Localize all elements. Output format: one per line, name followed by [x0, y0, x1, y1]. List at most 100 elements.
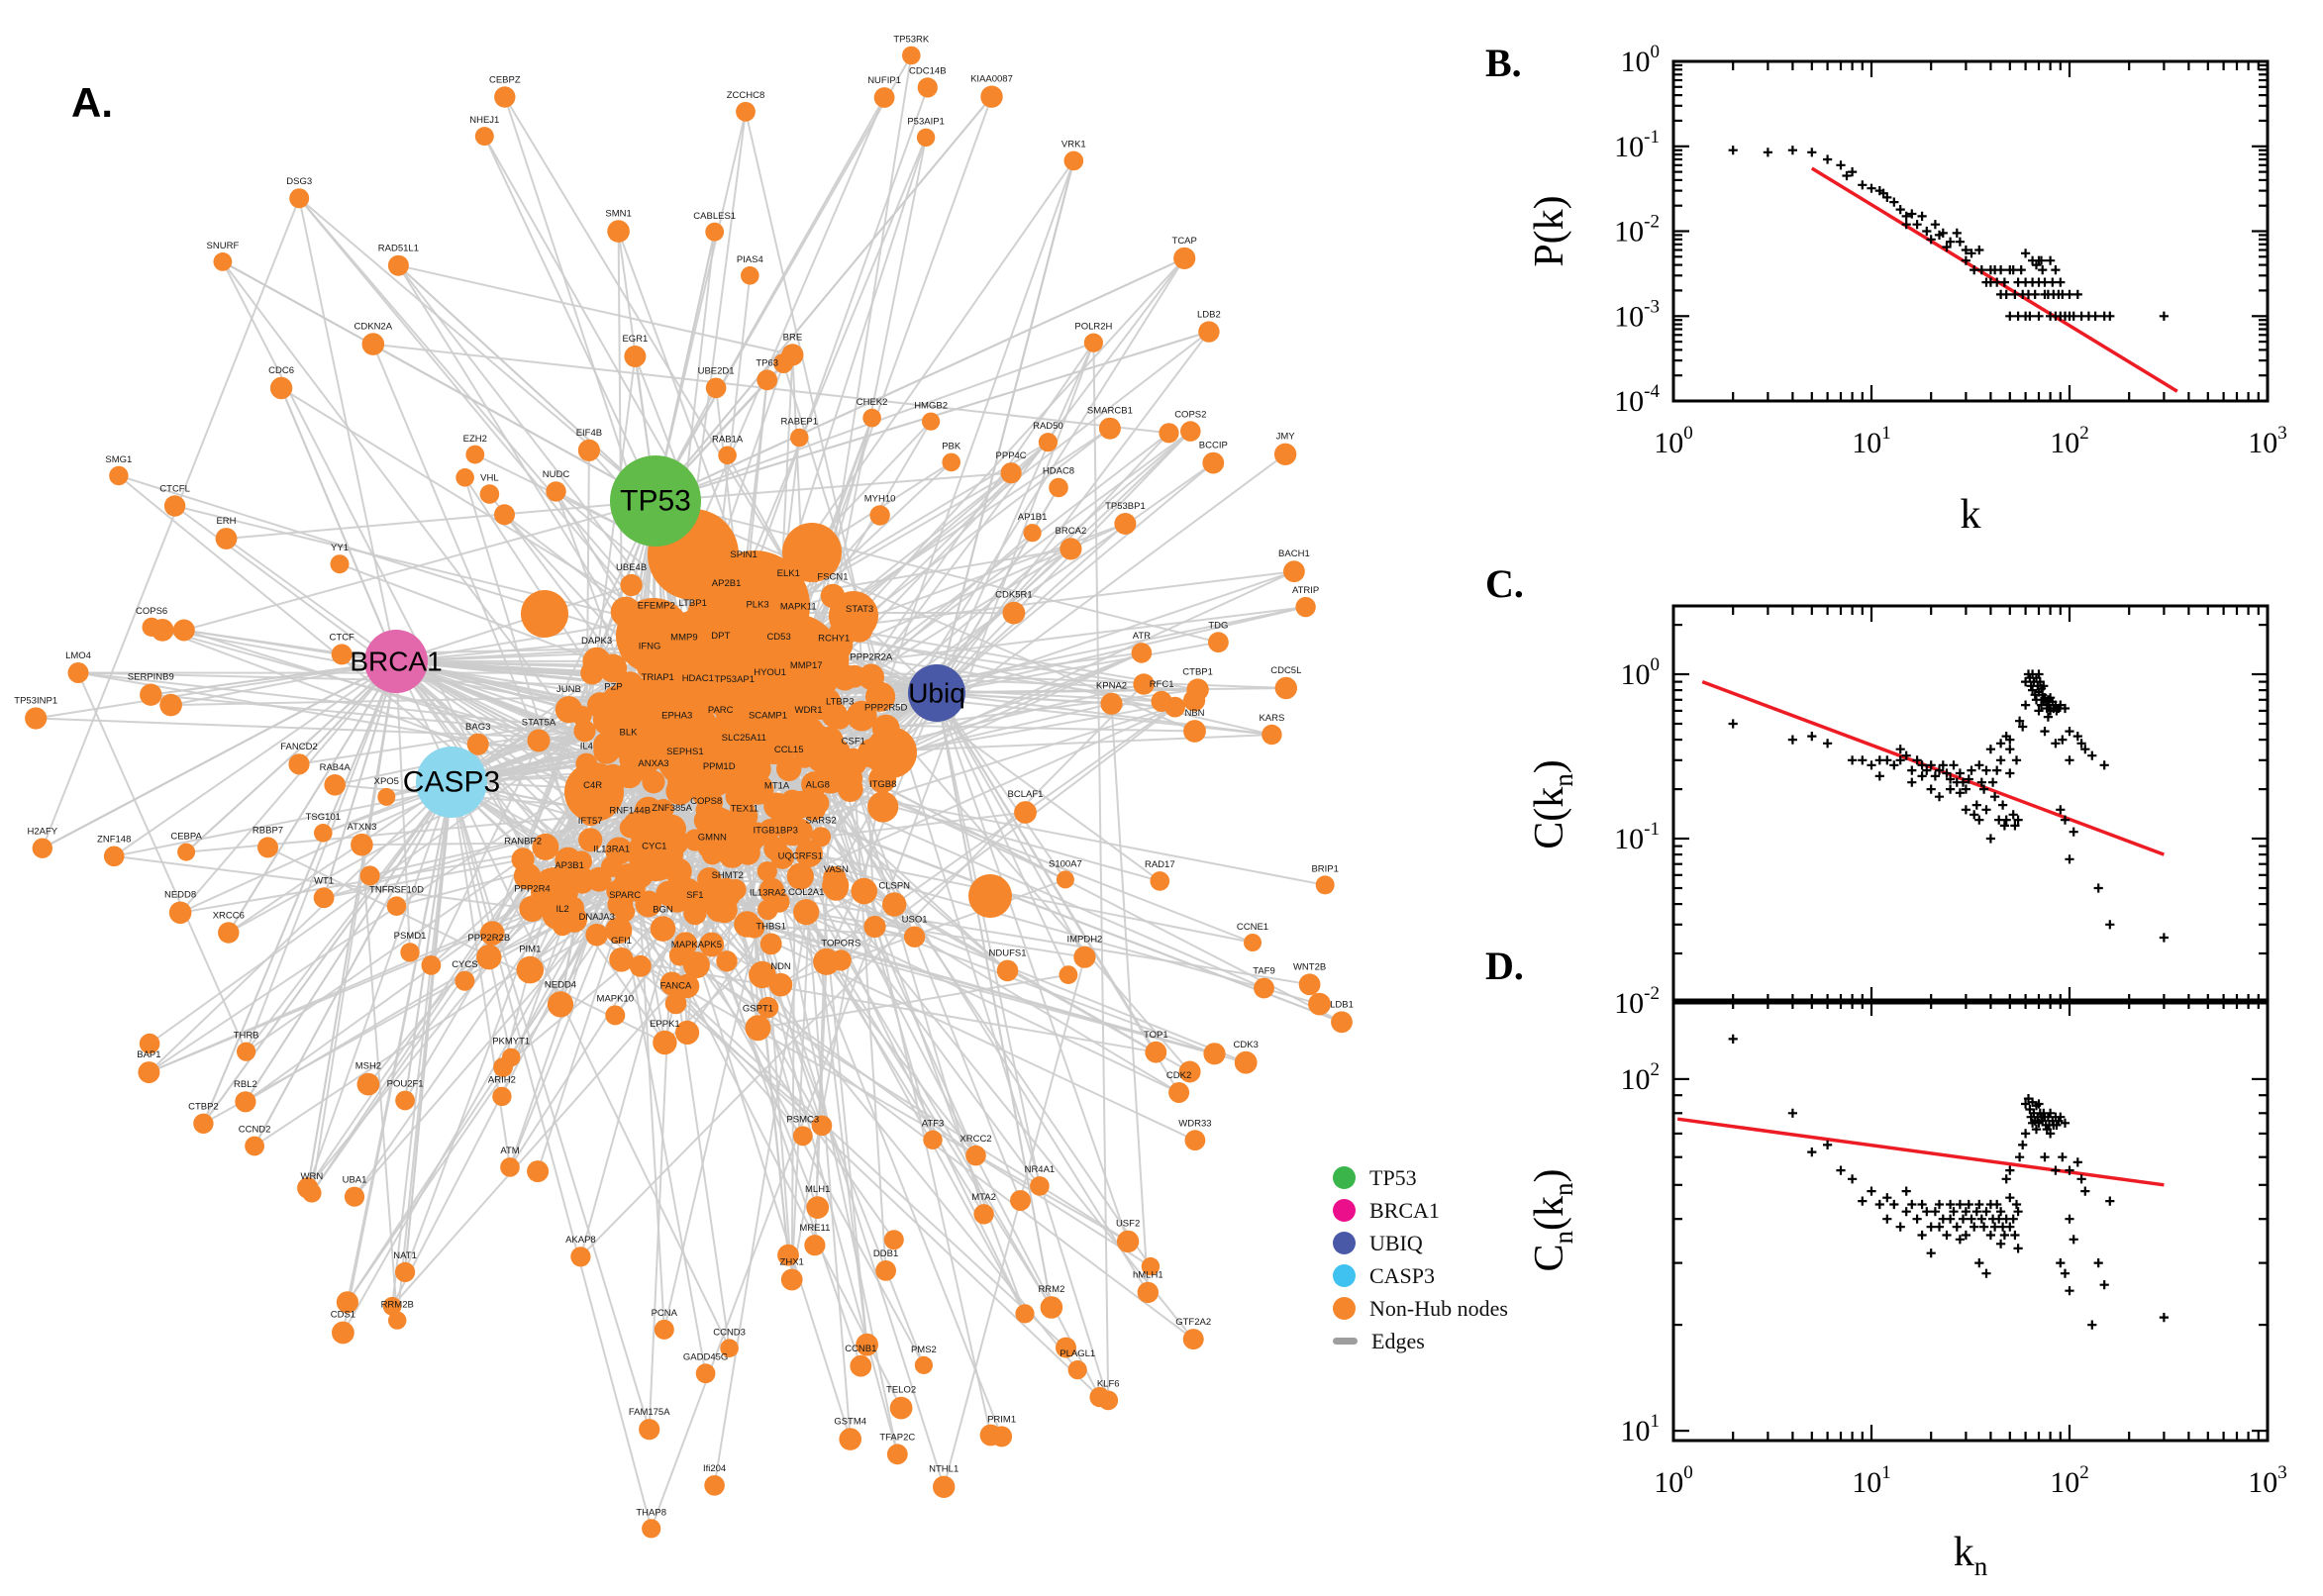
legend-label: Non-Hub nodes [1369, 1295, 1508, 1321]
legend-label: TP53 [1369, 1164, 1417, 1190]
gene-label: USF2 [1116, 1219, 1140, 1230]
non-hub-node [889, 1396, 913, 1420]
gene-label: JMY [1276, 432, 1296, 443]
plot-frame [1671, 59, 2270, 403]
gene-label: LTBP3 [826, 697, 854, 708]
non-hub-node [697, 867, 722, 892]
axis-tick-label: 103 [2248, 1462, 2287, 1499]
gene-label: ZNF385A [652, 803, 692, 814]
gene-label: C4R [583, 780, 602, 791]
non-hub-node [965, 1145, 986, 1166]
panel-label-d: D. [1485, 944, 1524, 988]
non-hub-node [511, 848, 535, 871]
gene-label: LTBP1 [679, 598, 707, 609]
gene-label: BRCA2 [1056, 526, 1087, 537]
non-hub-node [731, 620, 757, 647]
non-hub-node [733, 804, 758, 829]
non-hub-node [768, 621, 793, 646]
gene-label: THAP8 [636, 1507, 666, 1518]
non-hub-node [699, 932, 725, 957]
panel-label-c: C. [1485, 561, 1524, 606]
axis-tick-label: 101 [1852, 1462, 1891, 1499]
gene-label: RNF144B [609, 806, 651, 817]
gene-label: SLC25A11 [722, 733, 766, 744]
non-hub-node [465, 445, 485, 464]
non-hub-node [757, 369, 778, 391]
gene-label: DPT [711, 631, 730, 642]
gene-label: CDC5L [1270, 665, 1301, 676]
non-hub-node [1114, 513, 1137, 535]
non-hub-node [163, 495, 186, 517]
axis-tick-label: 100 [1654, 1462, 1693, 1499]
gene-label: ATM [500, 1146, 519, 1156]
non-hub-node [1083, 333, 1103, 352]
gene-label: PMS2 [911, 1345, 937, 1355]
non-hub-node [388, 1311, 407, 1330]
non-hub-node [218, 922, 240, 944]
non-hub-node [215, 528, 238, 549]
legend-item: UBIQ [1333, 1232, 1508, 1254]
gene-label: H2AFY [27, 827, 57, 838]
non-hub-node [830, 949, 852, 971]
gene-label: HDAC8 [1043, 466, 1074, 477]
gene-label: WDR1 [795, 705, 823, 716]
non-hub-node [792, 672, 820, 700]
non-hub-node [1067, 1360, 1087, 1380]
gene-label: NUDC [543, 469, 570, 480]
gene-label: CYC1 [642, 842, 666, 852]
non-hub-node [237, 1042, 256, 1061]
non-hub-node [923, 1130, 943, 1150]
gene-label: XPO5 [374, 776, 399, 787]
non-hub-node [705, 222, 725, 242]
gene-label: GSPT1 [743, 1003, 773, 1014]
non-hub-node [862, 408, 881, 428]
hub-node-tp53 [610, 455, 701, 547]
non-hub-node [623, 811, 650, 839]
gene-label: ATF3 [922, 1119, 945, 1130]
non-hub-node [630, 637, 652, 659]
non-hub-node [759, 933, 782, 955]
non-hub-node [330, 554, 350, 574]
gene-label: PPP2R5D [864, 703, 907, 714]
gene-label: PLAGL1 [1060, 1348, 1095, 1359]
axis-ticks [1671, 1000, 2270, 1441]
legend-dot-icon [1333, 1199, 1356, 1222]
non-hub-node [605, 917, 633, 945]
non-hub-node [858, 663, 884, 690]
axis-tick-label: 102 [2050, 1462, 2089, 1499]
non-hub-node [820, 583, 846, 609]
gene-label: COPS8 [690, 796, 722, 807]
non-hub-node [698, 686, 720, 709]
non-hub-node [745, 1015, 771, 1042]
non-hub-node [637, 848, 664, 875]
gene-label: TRIAP1 [642, 672, 674, 683]
non-hub-node [103, 846, 125, 867]
plot-b: 100 10-1 10-2 10-3 10-4 100 101 102 103 P(k) k [1527, 42, 2287, 538]
legend-label: CASP3 [1369, 1262, 1436, 1288]
non-hub-node [615, 863, 642, 890]
non-hub-node [1137, 1281, 1160, 1304]
gene-label: CCND3 [713, 1327, 746, 1338]
non-hub-node [501, 1047, 521, 1067]
gene-label: THBS1 [756, 922, 786, 933]
gene-label: SNURF [207, 241, 240, 251]
y-axis-title: P(k) [1527, 195, 1572, 266]
gene-label: RRM2B [381, 1299, 414, 1310]
gene-label: RAD51L1 [378, 244, 419, 254]
plot-frame [1671, 604, 2270, 1005]
non-hub-node [1040, 1296, 1063, 1319]
network-hubs: TP53 BRCA1 Ubiq CASP3 [350, 455, 965, 818]
non-hub-node [635, 890, 661, 918]
non-hub-node [922, 412, 941, 431]
gene-label: THRB [234, 1031, 259, 1042]
non-hub-node [705, 377, 727, 399]
legend-dot-icon [1333, 1264, 1356, 1287]
non-hub-node [139, 1033, 160, 1054]
non-hub-node [875, 1260, 896, 1281]
fit-line [1676, 1117, 2165, 1187]
non-hub-node [973, 1204, 994, 1225]
non-hub-node [741, 266, 759, 285]
non-hub-node [720, 1339, 739, 1357]
non-hub-node [400, 943, 420, 962]
plot-d: 102 101 100 101 102 103 Cn(kn) kn [1527, 998, 2287, 1581]
